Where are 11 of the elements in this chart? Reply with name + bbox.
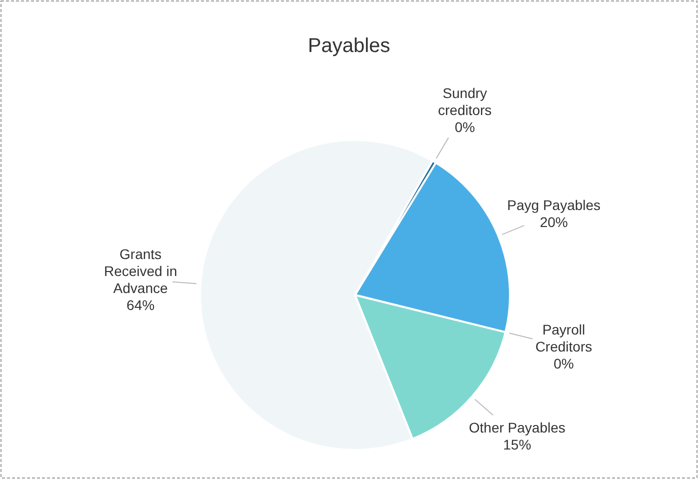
chart-title: Payables — [308, 35, 390, 57]
slice-label: Grants Received in Advance — [104, 246, 178, 296]
data-label: 20% — [540, 214, 568, 230]
data-label: 64% — [126, 297, 155, 314]
slice-label: Other Payables — [468, 420, 566, 436]
slice-label: Sundry creditors — [438, 85, 492, 118]
legend-label: Payroll Creditors — [535, 322, 592, 355]
slice-label: Payg Payables — [507, 196, 601, 213]
data-label: 0% — [454, 119, 475, 136]
text: 0% — [554, 356, 574, 372]
data-label: 15% — [503, 436, 532, 453]
